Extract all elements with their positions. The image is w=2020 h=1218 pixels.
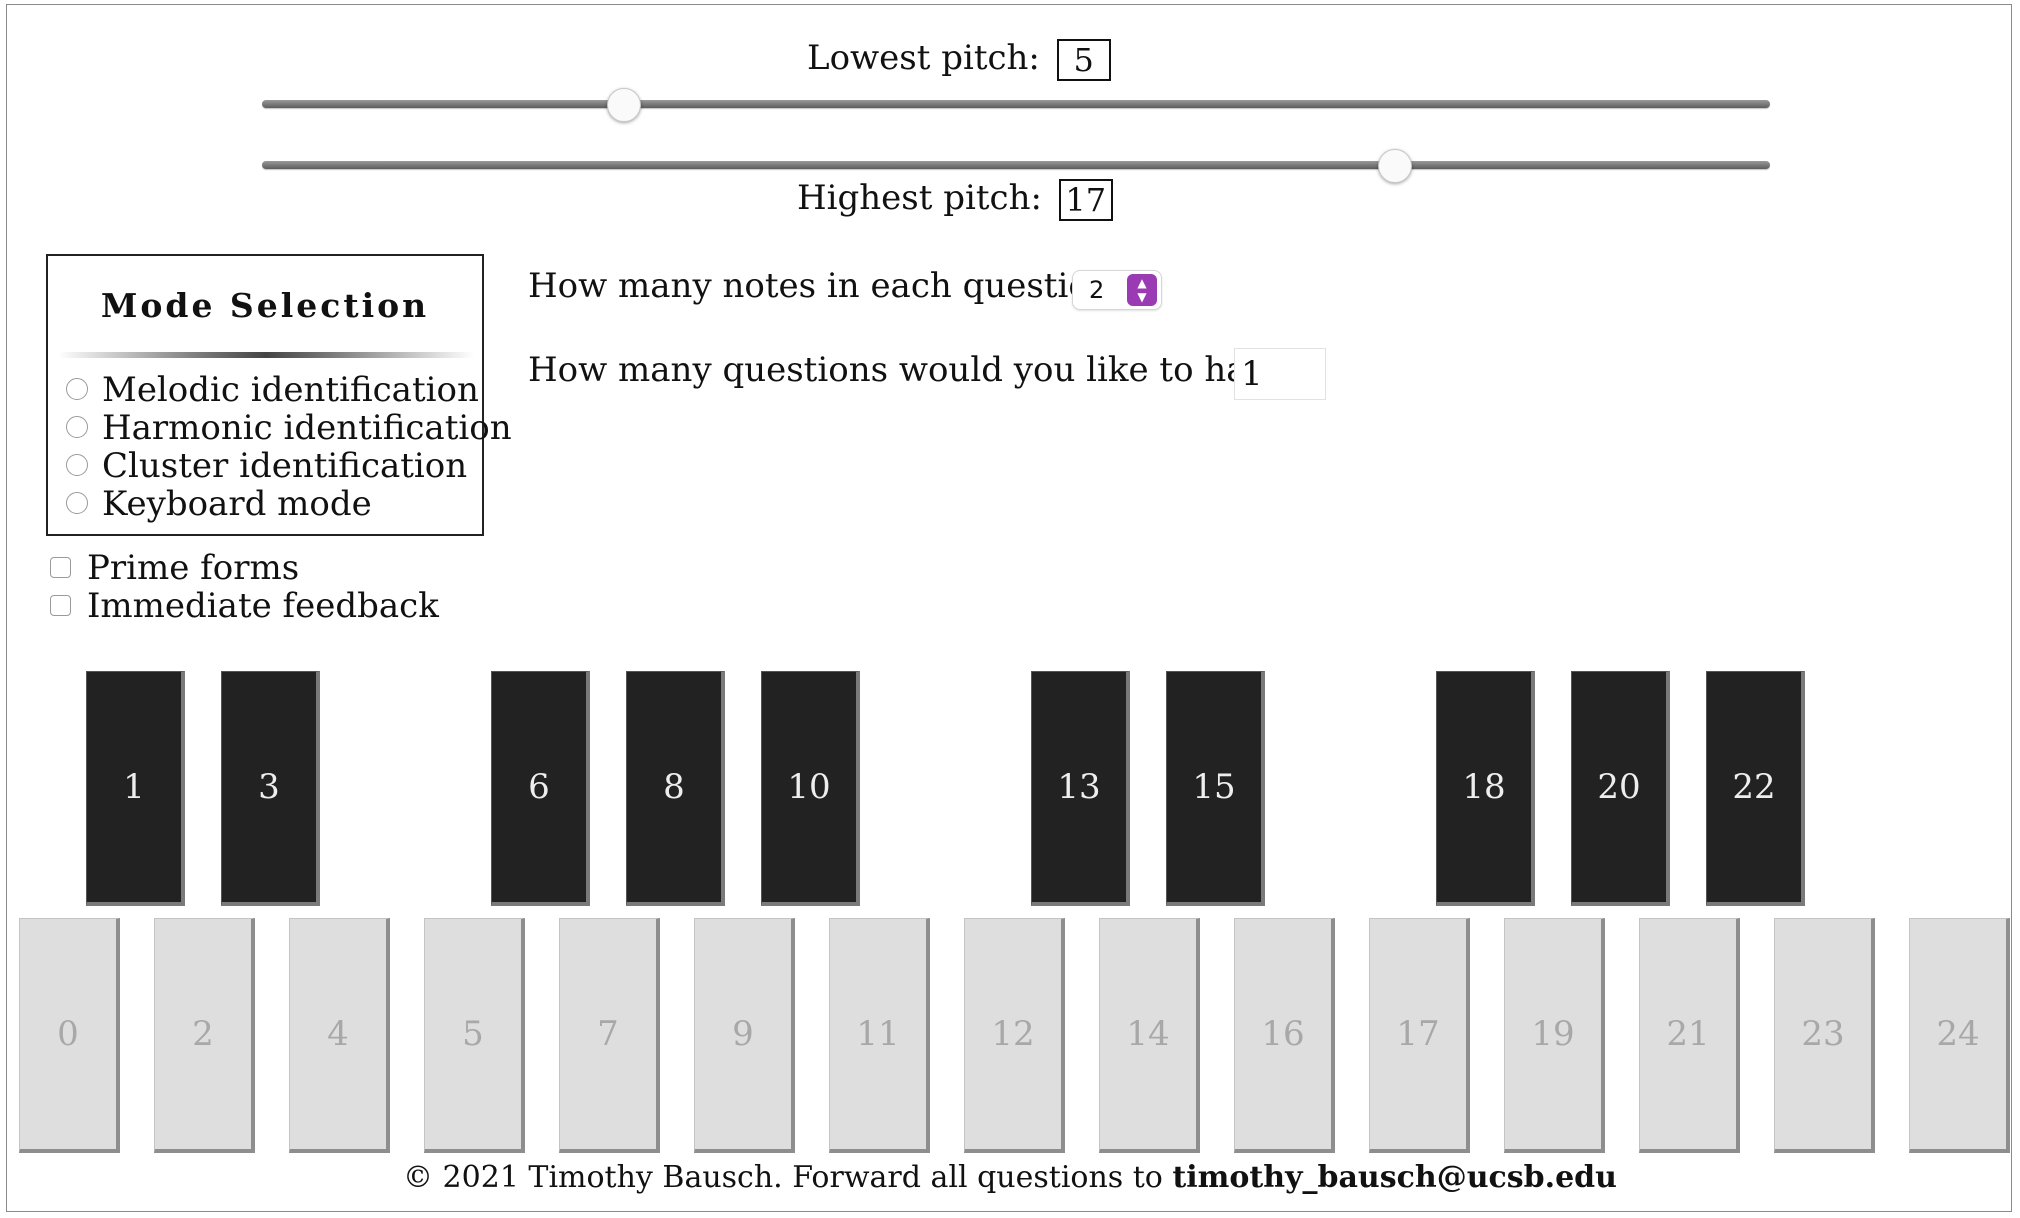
chevron-up-down-icon: ▲ ▼ — [1127, 274, 1157, 306]
lowest-pitch-value: 5 — [1056, 39, 1111, 81]
mode-option-label: Cluster identification — [102, 446, 468, 486]
footer-text: © 2021 Timothy Bausch. Forward all quest… — [403, 1160, 1163, 1195]
prime-forms-option[interactable]: Prime forms — [50, 548, 299, 588]
white-key-11[interactable]: 11 — [829, 918, 930, 1153]
mode-option-label: Harmonic identification — [102, 408, 512, 448]
page-frame — [6, 4, 2012, 1212]
black-key-1[interactable]: 1 — [86, 671, 185, 906]
mode-option-harmonic[interactable]: Harmonic identification — [66, 408, 512, 448]
prime-forms-checkbox[interactable] — [50, 556, 71, 578]
question-count-input[interactable]: 1 — [1234, 348, 1326, 400]
white-key-0[interactable]: 0 — [19, 918, 120, 1153]
highest-pitch-slider[interactable] — [262, 149, 1770, 183]
prime-forms-label: Prime forms — [87, 548, 300, 588]
black-key-18[interactable]: 18 — [1436, 671, 1535, 906]
lowest-pitch-label-row: Lowest pitch: 5 — [807, 38, 1111, 81]
mode-option-melodic[interactable]: Melodic identification — [66, 370, 479, 410]
notes-per-question-select[interactable]: 2 ▲ ▼ — [1072, 270, 1162, 310]
highest-pitch-label: Highest pitch: — [797, 178, 1042, 218]
mode-selection-title: Mode Selection — [100, 286, 430, 325]
white-key-19[interactable]: 19 — [1504, 918, 1605, 1153]
radio-button[interactable] — [66, 378, 88, 400]
immediate-feedback-option[interactable]: Immediate feedback — [50, 586, 439, 626]
white-key-14[interactable]: 14 — [1099, 918, 1200, 1153]
white-key-5[interactable]: 5 — [424, 918, 525, 1153]
mode-option-label: Melodic identification — [102, 370, 479, 410]
mode-option-cluster[interactable]: Cluster identification — [66, 446, 467, 486]
white-key-12[interactable]: 12 — [964, 918, 1065, 1153]
black-key-6[interactable]: 6 — [491, 671, 590, 906]
white-key-23[interactable]: 23 — [1774, 918, 1875, 1153]
mode-selection-panel: Mode Selection Melodic identification Ha… — [46, 254, 512, 536]
notes-per-question-value: 2 — [1089, 276, 1105, 304]
black-key-22[interactable]: 22 — [1706, 671, 1805, 906]
footer-email-link[interactable]: timothy_bausch@ucsb.edu — [1172, 1160, 1617, 1195]
white-key-17[interactable]: 17 — [1369, 918, 1470, 1153]
lowest-pitch-slider-thumb[interactable] — [607, 88, 642, 122]
lowest-pitch-slider[interactable] — [262, 88, 1770, 122]
radio-button[interactable] — [66, 454, 88, 476]
highest-pitch-label-row: Highest pitch: 17 — [797, 178, 1113, 221]
black-key-8[interactable]: 8 — [626, 671, 725, 906]
white-key-4[interactable]: 4 — [289, 918, 390, 1153]
black-key-15[interactable]: 15 — [1166, 671, 1265, 906]
lowest-pitch-label: Lowest pitch: — [807, 38, 1040, 78]
white-key-21[interactable]: 21 — [1639, 918, 1740, 1153]
notes-per-question-label: How many notes in each question? — [528, 266, 1129, 306]
highest-pitch-value: 17 — [1058, 179, 1113, 221]
question-count-label: How many questions would you like to hav… — [528, 350, 1305, 390]
radio-button[interactable] — [66, 492, 88, 514]
white-key-16[interactable]: 16 — [1234, 918, 1335, 1153]
mode-option-keyboard[interactable]: Keyboard mode — [66, 484, 372, 524]
white-key-7[interactable]: 7 — [559, 918, 660, 1153]
footer: © 2021 Timothy Bausch. Forward all quest… — [0, 1160, 2020, 1195]
black-key-20[interactable]: 20 — [1571, 671, 1670, 906]
immediate-feedback-label: Immediate feedback — [87, 586, 439, 626]
white-key-2[interactable]: 2 — [154, 918, 255, 1153]
black-key-13[interactable]: 13 — [1031, 671, 1130, 906]
white-key-24[interactable]: 24 — [1909, 918, 2010, 1153]
mode-option-label: Keyboard mode — [102, 484, 372, 524]
radio-button[interactable] — [66, 416, 88, 438]
white-key-9[interactable]: 9 — [694, 918, 795, 1153]
highest-pitch-slider-thumb[interactable] — [1378, 149, 1413, 183]
black-key-10[interactable]: 10 — [761, 671, 860, 906]
immediate-feedback-checkbox[interactable] — [50, 594, 71, 616]
black-key-3[interactable]: 3 — [221, 671, 320, 906]
mode-selection-divider — [58, 352, 474, 358]
